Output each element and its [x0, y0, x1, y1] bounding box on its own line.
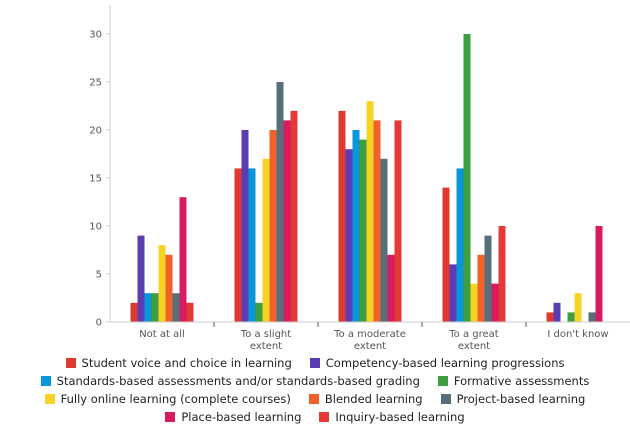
- y-tick-label: 15: [89, 174, 102, 185]
- legend-label: Blended learning: [324, 392, 423, 406]
- bar: [234, 168, 242, 322]
- legend-item: Blended learning: [308, 392, 423, 406]
- x-tick-label-line: extent: [250, 341, 282, 350]
- bar: [165, 254, 173, 322]
- y-tick-label: 25: [89, 78, 102, 89]
- bar: [248, 168, 256, 322]
- y-axis: 0 5 10 15 20 25 30: [89, 5, 111, 329]
- bar: [130, 302, 138, 322]
- x-tick-label-line: To a slight: [240, 329, 291, 340]
- bar: [588, 312, 596, 322]
- bar: [137, 235, 145, 322]
- bar: [241, 130, 249, 322]
- bar: [186, 302, 194, 322]
- bar: [442, 187, 450, 322]
- legend-item: Competency-based learning progressions: [309, 356, 565, 370]
- x-tick-label-line: To a moderate: [333, 329, 406, 340]
- bar: [546, 312, 554, 322]
- bar: [456, 168, 464, 322]
- x-tick-label: To a moderate extent: [333, 329, 406, 350]
- legend-swatch: [65, 358, 76, 368]
- bar: [491, 283, 499, 322]
- bar: [262, 158, 270, 322]
- legend-item: Fully online learning (complete courses): [44, 392, 291, 406]
- legend-label: Place-based learning: [181, 410, 302, 424]
- legend-row: Standards-based assessments and/or stand…: [0, 372, 630, 390]
- bar: [477, 254, 485, 322]
- legend-swatch: [40, 376, 51, 386]
- legend-swatch: [308, 394, 319, 404]
- bar: [158, 245, 166, 322]
- legend-item: Standards-based assessments and/or stand…: [40, 374, 420, 388]
- legend-label: Project-based learning: [456, 392, 586, 406]
- bar: [484, 235, 492, 322]
- y-tick-label: 30: [89, 30, 102, 41]
- legend-label: Inquiry-based learning: [335, 410, 465, 424]
- bar: [290, 110, 298, 322]
- legend-row: Fully online learning (complete courses)…: [0, 390, 630, 408]
- bar: [352, 130, 360, 322]
- bar: [394, 120, 402, 323]
- legend-label: Student voice and choice in learning: [81, 356, 292, 370]
- bar: [463, 34, 471, 322]
- y-tick-label: 10: [89, 222, 102, 233]
- x-tick-label-line: Not at all: [139, 329, 185, 340]
- bar: [172, 293, 180, 322]
- legend-swatch: [165, 412, 176, 422]
- x-tick-label-line: I don't know: [547, 329, 608, 340]
- bar: [373, 120, 381, 323]
- bar: [595, 226, 603, 322]
- bar: [269, 130, 277, 322]
- x-tick-label: Not at all: [139, 329, 185, 340]
- legend-swatch: [440, 394, 451, 404]
- x-tick-label-line: extent: [458, 341, 490, 350]
- x-tick-label: To a great extent: [448, 329, 499, 350]
- bar: [255, 302, 263, 322]
- bar: [380, 158, 388, 322]
- legend-swatch: [309, 358, 320, 368]
- legend-swatch: [319, 412, 330, 422]
- bar: [470, 283, 478, 322]
- bar: [144, 293, 152, 322]
- x-tick-label: To a slight extent: [240, 329, 291, 350]
- legend-swatch: [437, 376, 448, 386]
- bar: [276, 82, 284, 322]
- bar: [449, 264, 457, 322]
- legend-row: Student voice and choice in learning Com…: [0, 354, 630, 372]
- bar: [567, 312, 575, 322]
- legend-item: Project-based learning: [440, 392, 586, 406]
- bar: [359, 139, 367, 322]
- bars: [130, 34, 603, 323]
- bar: [179, 197, 187, 322]
- bar: [283, 120, 291, 323]
- bar: [574, 293, 582, 322]
- x-tick-label-line: extent: [354, 341, 386, 350]
- bar: [345, 149, 353, 322]
- legend-label: Standards-based assessments and/or stand…: [56, 374, 420, 388]
- bar: [366, 101, 374, 322]
- bar: [387, 254, 395, 322]
- bar: [151, 293, 159, 322]
- legend-swatch: [44, 394, 55, 404]
- legend-label: Competency-based learning progressions: [325, 356, 565, 370]
- legend-label: Fully online learning (complete courses): [60, 392, 291, 406]
- bar: [553, 302, 561, 322]
- y-tick-label: 5: [96, 270, 102, 281]
- legend-item: Place-based learning: [165, 410, 301, 424]
- legend-item: Student voice and choice in learning: [65, 356, 292, 370]
- x-tick-label: I don't know: [547, 329, 608, 340]
- legend: Student voice and choice in learning Com…: [0, 354, 630, 426]
- legend-row: Place-based learning Inquiry-based learn…: [0, 408, 630, 426]
- y-tick-label: 20: [89, 126, 102, 137]
- bar: [498, 226, 506, 322]
- bar: [338, 110, 346, 322]
- legend-label: Formative assessments: [453, 374, 590, 388]
- legend-item: Inquiry-based learning: [319, 410, 465, 424]
- x-tick-label-line: To a great: [448, 329, 499, 340]
- y-tick-label: 0: [96, 318, 102, 329]
- legend-item: Formative assessments: [437, 374, 590, 388]
